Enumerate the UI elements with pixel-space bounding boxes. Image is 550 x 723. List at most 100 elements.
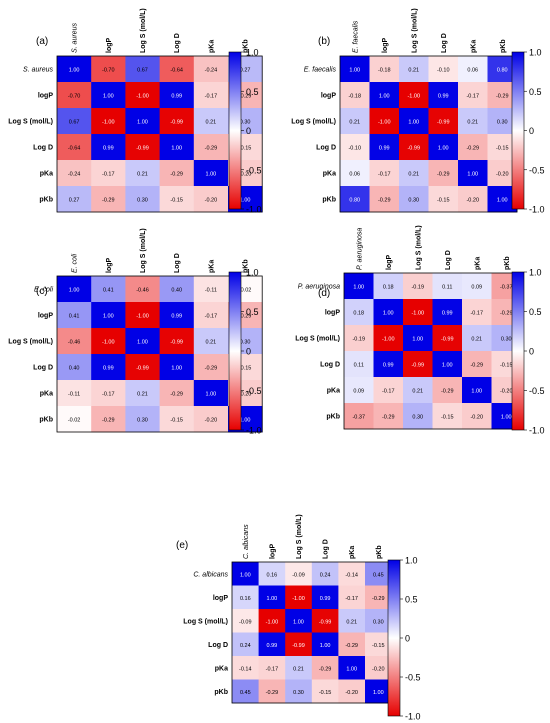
- heatmap-cell: [258, 632, 286, 657]
- cell-value-label: 1.00: [373, 690, 384, 696]
- cell-value-label: 1.00: [293, 619, 304, 625]
- heatmap-cell: [344, 325, 374, 352]
- column-label: Log D: [441, 33, 448, 53]
- cell-value-label: -0.18: [348, 94, 361, 100]
- colorbar: [228, 271, 242, 431]
- cell-value-label: -0.10: [348, 146, 361, 152]
- cell-value-label: 0.67: [137, 68, 148, 74]
- cell-value-label: 0.18: [353, 311, 364, 317]
- cell-value-label: -0.17: [102, 172, 115, 178]
- cell-value-label: 0.21: [137, 172, 148, 178]
- heatmap-cell: [159, 82, 195, 109]
- cell-value-label: 0.11: [354, 363, 364, 369]
- heatmap-cell: [159, 302, 195, 329]
- heatmap-cell: [159, 328, 195, 355]
- column-label: logP: [269, 544, 276, 559]
- column-label: pKa: [474, 257, 481, 270]
- column-label: pKa: [470, 40, 477, 53]
- column-label: Log D: [174, 33, 181, 53]
- cell-value-label: -0.17: [378, 172, 391, 178]
- cell-value-label: 0.30: [408, 198, 419, 204]
- cell-value-label: -0.17: [345, 596, 358, 602]
- column-label: logP: [106, 38, 113, 53]
- cell-value-label: 0.99: [171, 94, 182, 100]
- heatmap-border: [56, 275, 263, 433]
- cell-value-label: 0.09: [471, 285, 482, 291]
- heatmap-cell: [432, 403, 463, 430]
- heatmap-cell: [428, 186, 459, 213]
- colorbar: [511, 271, 525, 431]
- cell-value-label: -0.37: [352, 415, 365, 421]
- heatmap-cell: [399, 134, 429, 161]
- cell-value-label: -1.00: [378, 120, 391, 126]
- row-label: logP: [321, 93, 336, 100]
- heatmap-cell: [258, 656, 286, 680]
- row-label: pKb: [39, 417, 53, 424]
- cell-value-label: -1.00: [266, 619, 279, 625]
- heatmap-cell: [373, 403, 404, 430]
- cell-value-label: -1.00: [411, 311, 424, 317]
- cell-value-label: -0.29: [441, 389, 454, 395]
- heatmap-cell: [369, 160, 400, 187]
- cell-value-label: 0.16: [240, 596, 251, 602]
- heatmap-cell: [57, 406, 92, 433]
- heatmap-cell: [159, 108, 195, 135]
- cell-value-label: 1.00: [103, 314, 114, 320]
- cell-value-label: 1.00: [171, 366, 182, 372]
- row-label: pKa: [327, 388, 340, 395]
- heatmap-cell: [338, 632, 366, 657]
- heatmap-cell: [91, 160, 126, 187]
- cell-value-label: 0.21: [408, 68, 419, 74]
- cell-value-label: 0.41: [69, 314, 80, 320]
- cell-value-label: -0.02: [68, 418, 81, 424]
- heatmap-cell: [159, 160, 195, 187]
- cell-value-label: 0.21: [471, 337, 482, 343]
- cell-value-label: -0.99: [170, 120, 183, 126]
- heatmap-cell: [91, 406, 126, 433]
- heatmap-cell: [432, 273, 463, 300]
- cell-value-label: -0.99: [407, 146, 420, 152]
- colorbar-tick-label: 0: [246, 126, 251, 136]
- cell-value-label: 0.40: [69, 366, 80, 372]
- cell-value-label: 0.45: [240, 690, 251, 696]
- cell-value-label: 1.00: [137, 120, 148, 126]
- row-label: pKb: [39, 197, 53, 204]
- row-label: E. coli: [34, 287, 54, 294]
- row-label: pKb: [322, 197, 336, 204]
- cell-value-label: 0.99: [320, 596, 331, 602]
- heatmap-cell: [125, 354, 160, 381]
- heatmap-cell: [91, 108, 126, 135]
- cell-value-label: 0.99: [379, 146, 390, 152]
- cell-value-label: 0.06: [467, 68, 478, 74]
- heatmap-cell: [311, 562, 339, 586]
- cell-value-label: 0.16: [267, 572, 278, 578]
- heatmap-cell: [462, 299, 492, 326]
- heatmap-cell: [458, 160, 488, 187]
- cell-value-label: -0.15: [496, 146, 509, 152]
- row-label: logP: [325, 310, 340, 317]
- heatmap-cell: [311, 679, 339, 704]
- cell-value-label: -0.99: [441, 337, 454, 343]
- heatmap-cell: [159, 276, 195, 303]
- cell-value-label: -0.29: [466, 146, 479, 152]
- heatmap-cell: [57, 108, 92, 135]
- heatmap-panel-p-aeruginosa: (d)1.00 0.18 -0.19 0.11 0.09 -0.370.18 1.00 -1.…: [295, 225, 544, 435]
- row-label: pKa: [323, 171, 336, 178]
- heatmap-cell: [462, 325, 492, 352]
- heatmap-cell: [125, 406, 160, 433]
- cell-value-label: -0.99: [292, 643, 305, 649]
- colorbar-tick-label: -1.0: [529, 205, 545, 215]
- cell-value-label: -0.37: [500, 285, 513, 291]
- heatmap-cell: [193, 328, 229, 355]
- cell-value-label: 0.80: [497, 68, 508, 74]
- cell-value-label: -0.29: [102, 418, 115, 424]
- heatmap-cell: [458, 134, 488, 161]
- cell-value-label: 1.00: [267, 596, 278, 602]
- cell-value-label: 0.21: [206, 120, 217, 126]
- heatmap-cell: [159, 134, 195, 161]
- cell-value-label: 1.00: [206, 172, 217, 178]
- cell-value-label: 0.99: [438, 94, 449, 100]
- heatmap-cell: [57, 56, 92, 83]
- heatmap-cell: [428, 56, 459, 83]
